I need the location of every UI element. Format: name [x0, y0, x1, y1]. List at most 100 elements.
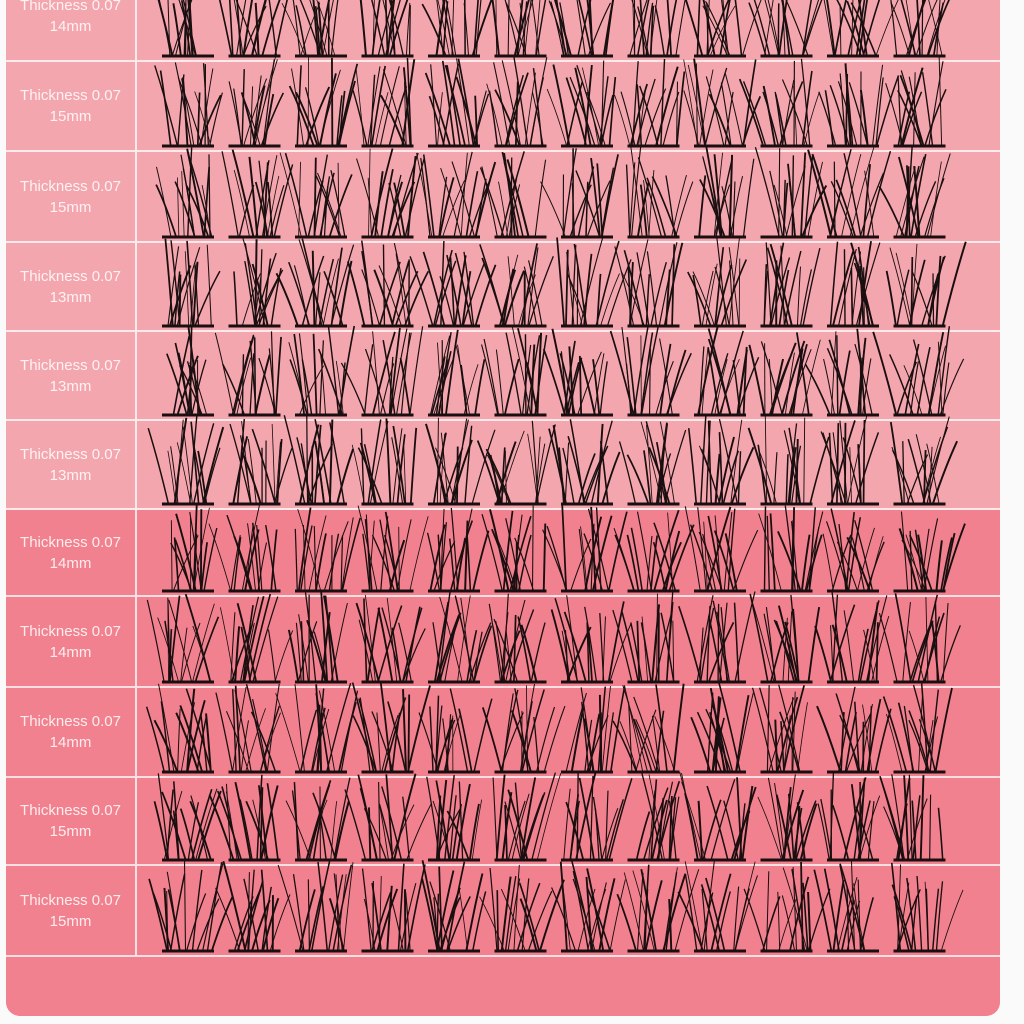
lash-cluster: [215, 861, 291, 953]
length-label: 15mm: [49, 198, 92, 216]
lash-row: Thickness 0.07 15mm: [6, 866, 1000, 957]
lash-cluster: [749, 593, 821, 684]
length-label: 13mm: [49, 377, 92, 395]
lash-cluster: [548, 0, 615, 58]
lash-cluster: [743, 862, 831, 953]
lash-cluster: [228, 238, 284, 328]
lash-cluster: [281, 0, 347, 58]
lash-cluster: [356, 148, 426, 239]
length-label: 13mm: [49, 288, 92, 306]
lash-cluster: [346, 240, 430, 328]
lash-cluster: [344, 773, 432, 862]
lash-cluster: [823, 0, 899, 58]
lash-cluster: [351, 682, 431, 774]
row-label: Thickness 0.07 13mm: [6, 332, 137, 419]
lash-cluster: [889, 416, 958, 506]
lash-cluster: [542, 328, 613, 417]
lash-cluster: [690, 682, 754, 774]
lash-cluster: [890, 0, 950, 58]
lash-cluster: [827, 240, 881, 328]
lash-cluster: [285, 777, 351, 862]
lash-cluster: [542, 503, 628, 593]
lash-cluster: [890, 862, 964, 953]
lash-cluster: [287, 591, 348, 684]
thickness-label: Thickness 0.07: [20, 802, 121, 819]
thickness-label: Thickness 0.07: [20, 356, 121, 374]
lash-cluster: [148, 860, 234, 953]
lash-cluster: [885, 241, 967, 328]
lash-cluster: [288, 325, 356, 417]
lash-cluster: [357, 505, 429, 593]
lash-row: Thickness 0.07 15mm: [6, 62, 1000, 152]
thickness-label: Thickness 0.07: [20, 267, 121, 285]
thickness-label: Thickness 0.07: [20, 87, 121, 104]
length-label: 15mm: [49, 108, 92, 125]
lash-cluster: [418, 688, 493, 774]
row-label: Thickness 0.07 15mm: [6, 778, 137, 864]
lash-cluster: [614, 239, 684, 328]
lash-cluster: [882, 683, 953, 774]
lash-cluster: [147, 416, 225, 506]
lash-cluster: [228, 419, 293, 506]
lash-row: Thickness 0.07 14mm: [6, 688, 1000, 778]
lash-cluster: [612, 683, 685, 774]
thickness-label: Thickness 0.07: [20, 0, 121, 14]
lash-cluster: [893, 511, 966, 593]
lash-cluster: [340, 326, 424, 417]
lash-cluster: [421, 860, 487, 953]
thickness-label: Thickness 0.07: [20, 622, 121, 640]
row-label: Thickness 0.07 15mm: [6, 152, 137, 241]
lash-cluster: [424, 58, 490, 148]
length-label: 14mm: [49, 18, 92, 35]
lash-cluster: [609, 326, 692, 417]
lash-cluster: [818, 63, 900, 148]
lash-cluster: [154, 62, 223, 148]
row-label: Thickness 0.07 14mm: [6, 0, 137, 60]
lash-cluster: [208, 774, 281, 862]
lash-cluster: [279, 152, 353, 239]
lash-cluster: [685, 0, 762, 58]
lash-tray: Thickness 0.07 14mm Thickness 0.07 15mm Thic…: [6, 0, 1000, 1016]
thickness-label: Thickness 0.07: [20, 445, 121, 463]
length-label: 14mm: [49, 734, 92, 751]
lash-cluster: [678, 591, 756, 684]
lash-cluster: [479, 864, 565, 953]
lash-cluster: [551, 860, 626, 953]
lash-cluster: [351, 418, 418, 506]
lash-cluster: [288, 56, 359, 148]
lash-cluster: [425, 417, 496, 506]
lash-cluster: [625, 146, 694, 239]
lash-cluster: [416, 151, 497, 239]
lash-cluster: [614, 58, 686, 148]
lash-cluster: [878, 593, 961, 684]
lash-cluster: [155, 147, 214, 239]
length-label: 14mm: [49, 643, 92, 661]
lash-cluster: [162, 326, 214, 417]
lash-cluster: [694, 146, 755, 239]
lash-cluster: [804, 328, 879, 417]
lash-cluster: [355, 594, 426, 684]
lash-cluster: [361, 863, 426, 953]
lash-cluster: [754, 147, 828, 239]
lash-cluster: [613, 509, 695, 593]
lash-cluster: [488, 593, 547, 684]
lash-cluster: [409, 240, 497, 328]
row-label: Thickness 0.07 13mm: [6, 243, 137, 330]
lash-cluster: [145, 683, 214, 774]
lash-cluster: [687, 416, 755, 506]
lash-cluster: [352, 57, 416, 148]
lash-cluster: [221, 149, 294, 239]
lash-cluster: [738, 58, 820, 148]
lash-cluster: [428, 591, 493, 684]
lash-cluster: [162, 238, 221, 328]
lash-cluster: [208, 505, 281, 593]
lash-cluster: [294, 507, 361, 593]
row-label: Thickness 0.07 14mm: [6, 510, 137, 595]
lash-cluster: [618, 421, 687, 506]
lash-cluster: [683, 58, 762, 148]
lash-row: Thickness 0.07 14mm: [6, 0, 1000, 62]
row-label: Thickness 0.07 14mm: [6, 597, 137, 686]
lash-row: Thickness 0.07 15mm: [6, 778, 1000, 866]
lash-cluster: [748, 0, 823, 58]
lash-cluster: [275, 682, 359, 774]
